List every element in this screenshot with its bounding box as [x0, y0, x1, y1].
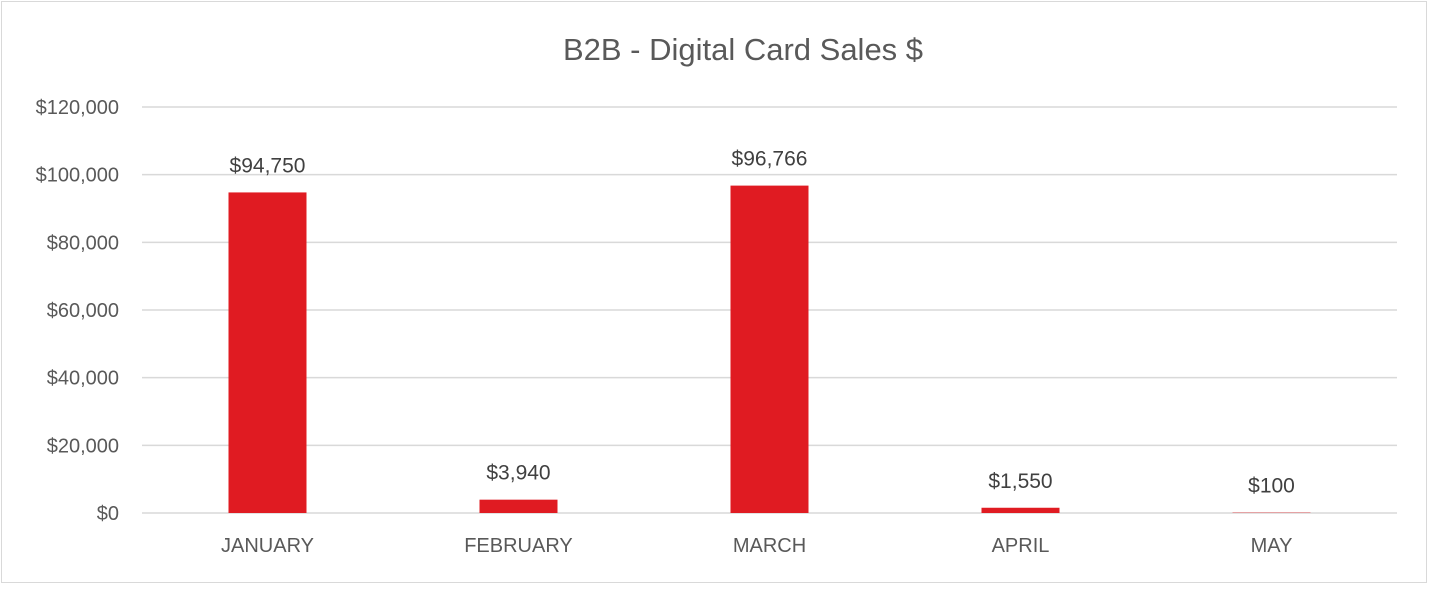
data-label-april: $1,550 [988, 470, 1052, 493]
bar-april [982, 508, 1060, 513]
bar-march [731, 186, 809, 513]
y-tick-label: $40,000 [47, 368, 119, 390]
data-label-january: $94,750 [230, 154, 306, 177]
data-label-february: $3,940 [486, 462, 550, 485]
y-tick-label: $0 [97, 503, 119, 525]
x-tick-label-january: JANUARY [221, 535, 314, 557]
y-tick-label: $100,000 [36, 165, 119, 187]
x-tick-label-may: MAY [1251, 535, 1293, 557]
x-tick-label-february: FEBRUARY [464, 535, 573, 557]
y-tick-label: $120,000 [36, 97, 119, 119]
x-axis-tick-labels: JANUARY FEBRUARY MARCH APRIL MAY [221, 535, 1292, 557]
y-tick-label: $80,000 [47, 232, 119, 254]
data-label-march: $96,766 [732, 148, 808, 171]
x-tick-label-april: APRIL [992, 535, 1050, 557]
data-label-may: $100 [1248, 475, 1295, 498]
y-tick-label: $20,000 [47, 435, 119, 457]
chart-title: B2B - Digital Card Sales $ [563, 32, 923, 67]
y-axis-tick-labels: $0 $20,000 $40,000 $60,000 $80,000 $100,000 $1… [36, 97, 119, 525]
bars [229, 186, 1311, 513]
bar-february [480, 500, 558, 513]
x-tick-label-march: MARCH [733, 535, 806, 557]
bar-january [229, 192, 307, 513]
y-tick-label: $60,000 [47, 300, 119, 322]
